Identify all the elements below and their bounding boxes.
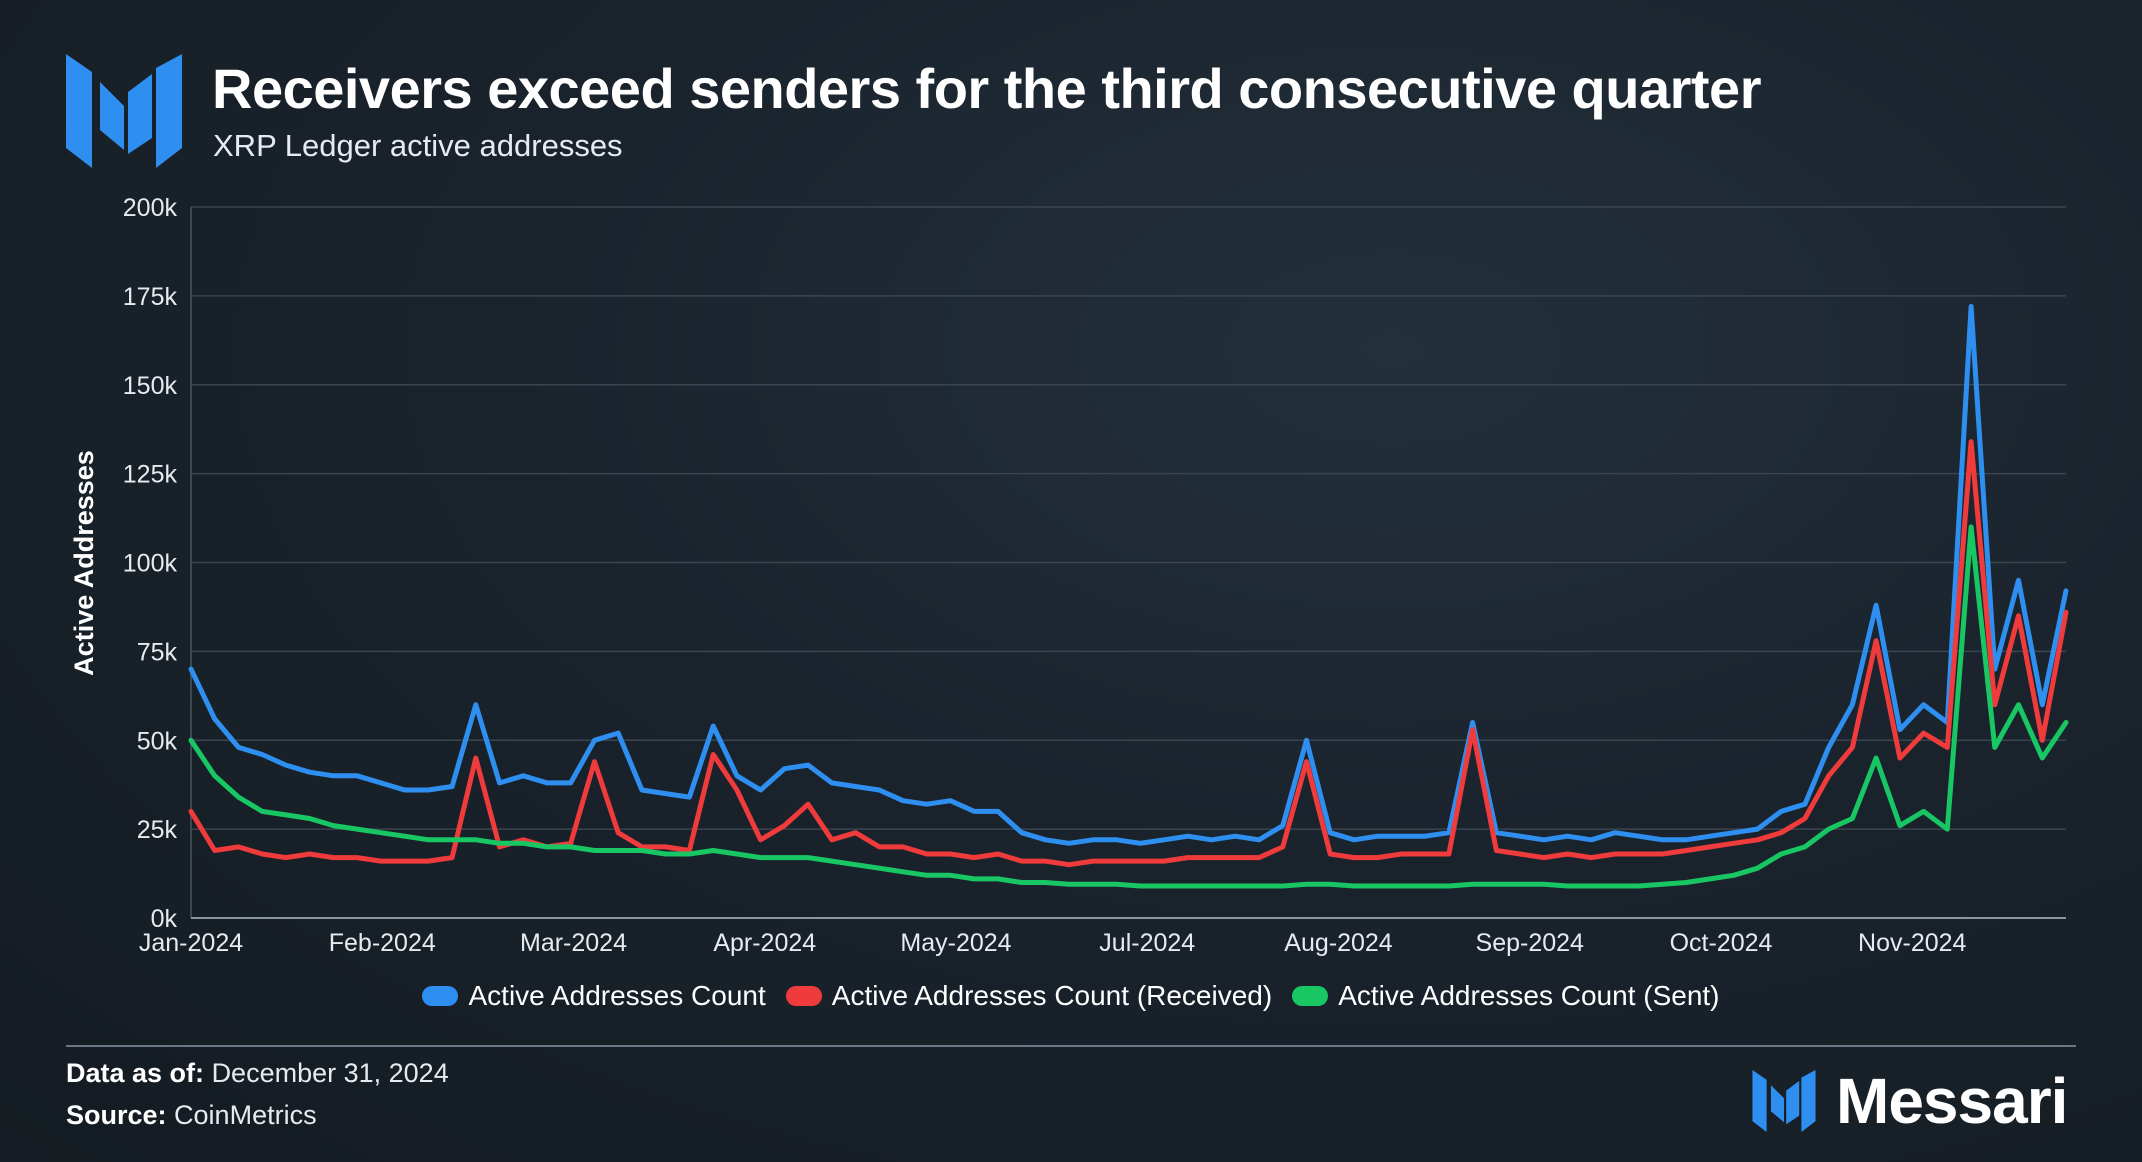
y-tick-label: 0k: [151, 905, 178, 933]
brand-mark: Messari: [1752, 1064, 2068, 1138]
x-tick-label: Aug-2024: [1284, 929, 1393, 957]
x-tick-label: Apr-2024: [713, 929, 816, 957]
x-tick-label: Sep-2024: [1476, 929, 1585, 957]
y-tick-label: 200k: [123, 194, 178, 222]
footer-divider: [66, 1045, 2076, 1047]
chart-title: Receivers exceed senders for the third c…: [212, 57, 1761, 120]
data-as-of-label: Data as of:: [66, 1058, 205, 1088]
legend-item-total[interactable]: Active Addresses Count: [422, 980, 766, 1012]
series-lines: [188, 304, 2069, 889]
brand-name: Messari: [1836, 1065, 2068, 1137]
y-tick-label: 175k: [123, 283, 178, 311]
y-tick-label: 50k: [137, 727, 178, 755]
x-tick-label: May-2024: [900, 929, 1011, 957]
y-tick-label: 25k: [137, 816, 178, 844]
x-tick-label: Mar-2024: [520, 929, 627, 957]
legend-item-sent[interactable]: Active Addresses Count (Sent): [1292, 980, 1720, 1012]
grid-lines: [191, 206, 2066, 830]
y-tick-label: 125k: [123, 461, 178, 489]
x-tick-label: Nov-2024: [1858, 929, 1966, 957]
x-tick-label: Jul-2024: [1099, 929, 1195, 957]
legend-label-total: Active Addresses Count: [468, 980, 766, 1011]
line-chart: 0k 25k 50k 75k 100k 125k 150k 175k 200k Jan-2024 F…: [69, 194, 2069, 957]
source-line: Source: CoinMetrics: [66, 1100, 317, 1131]
source-label: Source:: [66, 1100, 167, 1130]
series-line-1: [188, 439, 2069, 868]
legend-swatch-red: [785, 986, 822, 1006]
data-as-of-value: December 31, 2024: [211, 1058, 449, 1088]
y-axis-label: Active Addresses: [69, 450, 99, 676]
y-tick-label: 150k: [123, 372, 178, 400]
y-tick-label: 100k: [123, 550, 178, 578]
series-line-0: [188, 304, 2069, 846]
messari-logo-icon: [66, 54, 182, 168]
legend-label-sent: Active Addresses Count (Sent): [1338, 980, 1720, 1011]
x-tick-label: Feb-2024: [329, 929, 436, 957]
legend-swatch-green: [1292, 986, 1329, 1006]
chart-axes: [190, 207, 2066, 919]
x-tick-label: Oct-2024: [1670, 929, 1773, 957]
source-value: CoinMetrics: [174, 1100, 317, 1130]
x-tick-label: Jan-2024: [139, 929, 243, 957]
y-tick-label: 75k: [137, 638, 178, 666]
legend-item-received[interactable]: Active Addresses Count (Received): [785, 980, 1273, 1012]
data-as-of: Data as of: December 31, 2024: [66, 1058, 449, 1089]
chart-legend: Active Addresses Count Active Addresses …: [0, 980, 2142, 1012]
legend-swatch-blue: [422, 986, 459, 1006]
chart-subtitle: XRP Ledger active addresses: [213, 128, 623, 163]
legend-label-received: Active Addresses Count (Received): [831, 980, 1273, 1011]
tick-labels: 0k 25k 50k 75k 100k 125k 150k 175k 200k Jan-2024 F…: [69, 194, 1967, 957]
messari-brand-icon: [1752, 1070, 1816, 1132]
series-line-2: [188, 524, 2069, 889]
